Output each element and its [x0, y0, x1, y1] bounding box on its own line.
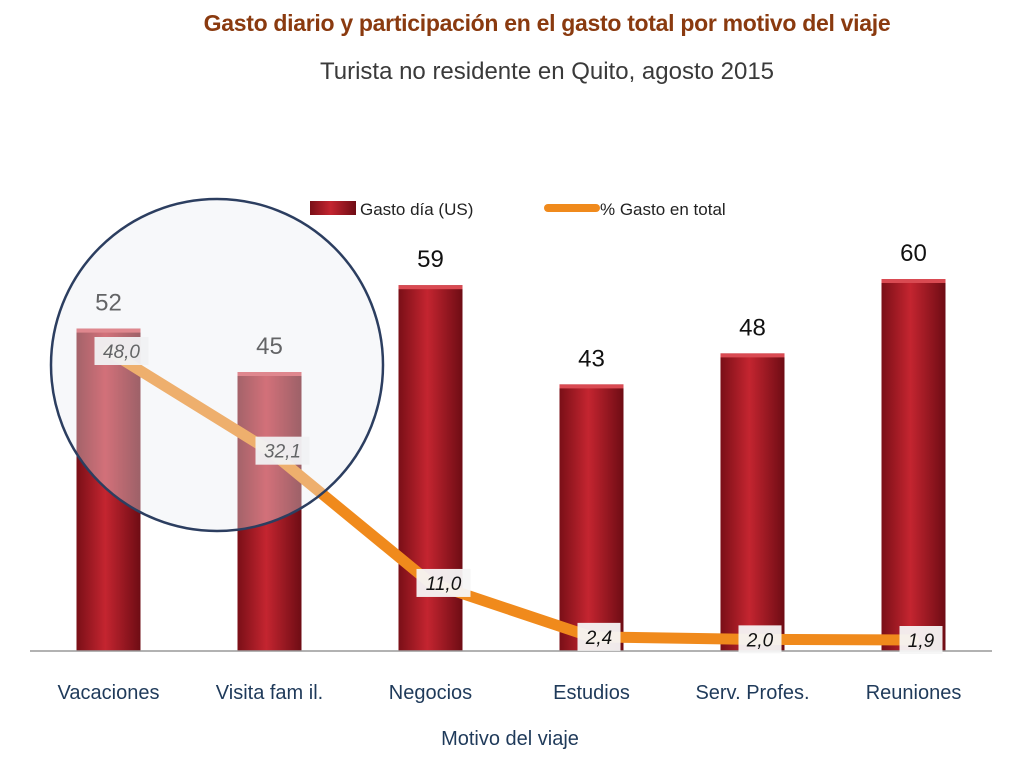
- pct-line: 48,0 32,1 11,0 2,4 2,0 1,9: [94, 337, 943, 654]
- bar-5: [720, 353, 785, 651]
- pct-label-box: [899, 626, 943, 654]
- legend-line-label: % Gasto en total: [600, 200, 726, 219]
- chart-title: Gasto diario y participación en el gasto…: [203, 10, 891, 36]
- pct-label-box: [255, 436, 310, 465]
- category-label: Estudios: [553, 682, 630, 704]
- bar-value-label: 59: [417, 246, 444, 273]
- pct-value-label: 2,4: [585, 628, 612, 649]
- legend: Gasto día (US) % Gasto en total: [310, 200, 726, 219]
- bar-value-label: 52: [95, 290, 122, 317]
- x-axis-title: Motivo del viaje: [441, 728, 579, 750]
- pct-value-label: 1,9: [908, 631, 935, 652]
- category-label: Negocios: [389, 682, 472, 704]
- pct-label-box: [738, 625, 782, 654]
- bar-top-3: [398, 285, 463, 290]
- category-label: Visita fam il.: [216, 682, 323, 704]
- category-labels: Vacaciones Visita fam il. Negocios Estudios…: [58, 682, 962, 704]
- pct-value-label: 11,0: [426, 574, 462, 595]
- bar-value-label: 48: [739, 314, 766, 341]
- category-label: Vacaciones: [58, 682, 160, 704]
- bar-2: [237, 372, 302, 651]
- pct-label-box: [94, 337, 149, 365]
- bar-value-label: 45: [256, 333, 283, 360]
- bar-top-5: [720, 353, 785, 358]
- bar-top-6: [881, 279, 946, 283]
- bar-top-4: [559, 384, 624, 389]
- pct-value-label: 48,0: [103, 342, 140, 363]
- pct-label-box: [416, 568, 471, 597]
- pct-value-label: 32,1: [264, 442, 301, 463]
- bar-value-label: 60: [900, 240, 927, 267]
- bar-top-2: [237, 372, 302, 376]
- bar-4: [559, 384, 624, 651]
- bar-top-1: [76, 328, 141, 333]
- highlight-circle: [49, 197, 385, 533]
- pct-value-label: 2,0: [746, 630, 774, 651]
- category-label: Serv. Profes.: [695, 682, 809, 704]
- bar-value-label: 43: [578, 345, 605, 372]
- pct-label-box: [577, 622, 621, 651]
- category-label: Reuniones: [866, 682, 962, 704]
- bar-6: [881, 279, 946, 651]
- bar-labels: 52 45 59 43 48 60: [95, 240, 927, 372]
- legend-bar-label: Gasto día (US): [360, 200, 473, 219]
- chart-subtitle: Turista no residente en Quito, agosto 20…: [319, 58, 775, 85]
- legend-bar-swatch: [310, 201, 356, 215]
